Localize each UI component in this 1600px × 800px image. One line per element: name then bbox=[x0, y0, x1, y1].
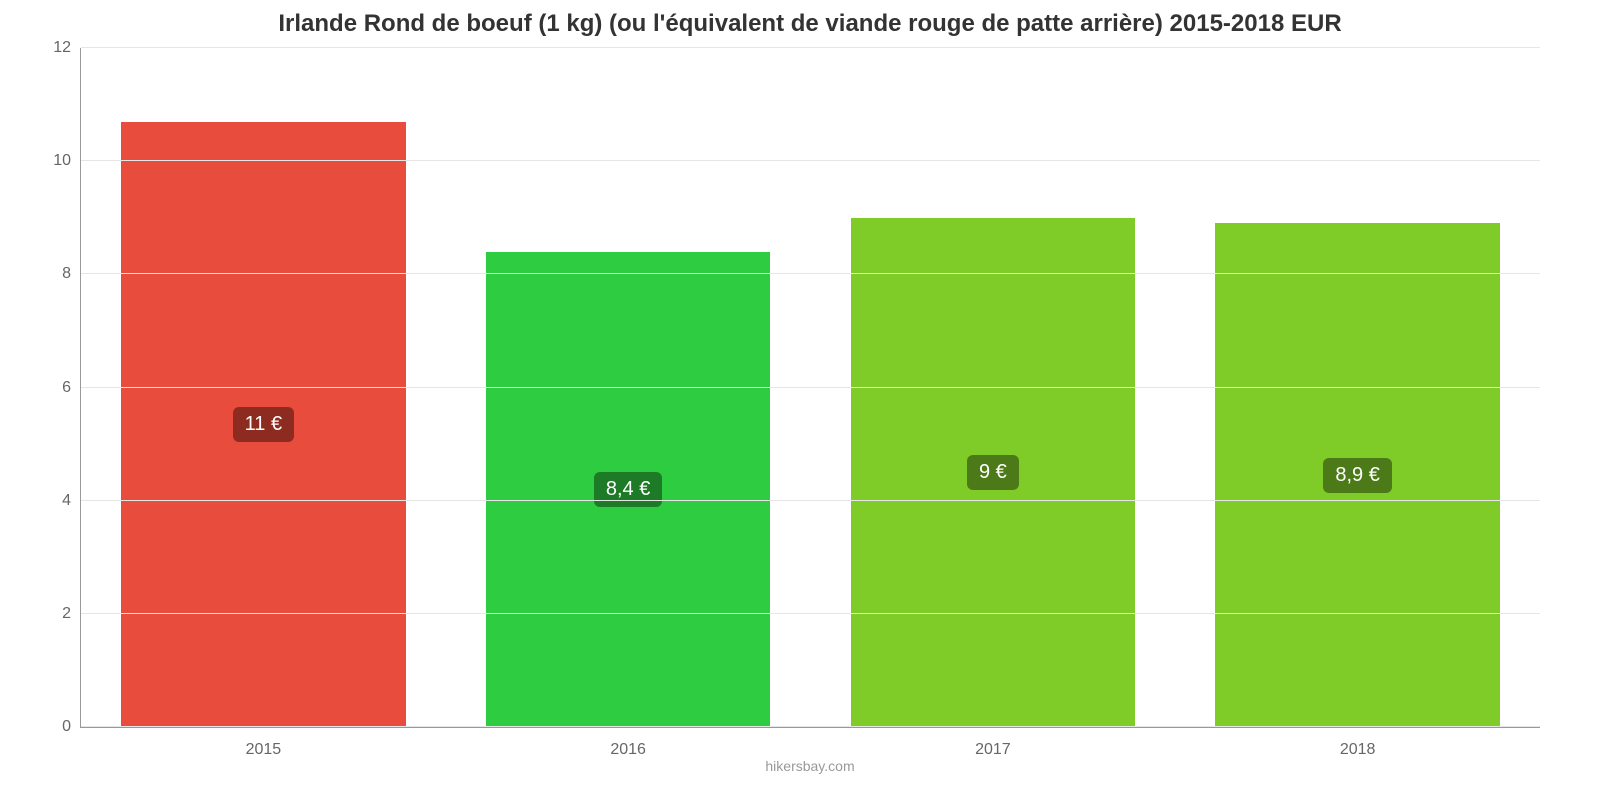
x-tick-label: 2018 bbox=[1340, 727, 1376, 759]
x-tick-label: 2017 bbox=[975, 727, 1011, 759]
chart-title: Irlande Rond de boeuf (1 kg) (ou l'équiv… bbox=[80, 10, 1540, 38]
bar-value-label: 11 € bbox=[233, 407, 294, 442]
bar: 9 € bbox=[851, 218, 1136, 727]
bar-slot: 9 €2017 bbox=[811, 48, 1176, 727]
bar-slot: 8,4 €2016 bbox=[446, 48, 811, 727]
y-tick-label: 8 bbox=[62, 265, 81, 283]
x-tick-label: 2016 bbox=[610, 727, 646, 759]
y-tick-label: 6 bbox=[62, 379, 81, 397]
y-tick-label: 0 bbox=[62, 718, 81, 736]
grid-line bbox=[81, 387, 1540, 388]
y-tick-label: 4 bbox=[62, 492, 81, 510]
y-tick-label: 2 bbox=[62, 605, 81, 623]
bar-slot: 8,9 €2018 bbox=[1175, 48, 1540, 727]
x-tick-label: 2015 bbox=[246, 727, 282, 759]
bar: 8,4 € bbox=[486, 252, 771, 727]
bars-group: 11 €20158,4 €20169 €20178,9 €2018 bbox=[81, 48, 1540, 727]
grid-line bbox=[81, 47, 1540, 48]
bar-value-label: 9 € bbox=[967, 455, 1019, 490]
y-tick-label: 10 bbox=[53, 152, 81, 170]
grid-line bbox=[81, 613, 1540, 614]
bar: 8,9 € bbox=[1215, 223, 1500, 727]
grid-line bbox=[81, 500, 1540, 501]
bar: 11 € bbox=[121, 122, 406, 727]
plot-area: 11 €20158,4 €20169 €20178,9 €2018 024681… bbox=[80, 48, 1540, 728]
chart-source: hikersbay.com bbox=[80, 758, 1540, 774]
bar-value-label: 8,9 € bbox=[1323, 458, 1391, 493]
bar-slot: 11 €2015 bbox=[81, 48, 446, 727]
price-bar-chart: Irlande Rond de boeuf (1 kg) (ou l'équiv… bbox=[0, 0, 1600, 800]
grid-line bbox=[81, 160, 1540, 161]
y-tick-label: 12 bbox=[53, 39, 81, 57]
bar-value-label: 8,4 € bbox=[594, 472, 662, 507]
grid-line bbox=[81, 273, 1540, 274]
grid-line bbox=[81, 726, 1540, 727]
